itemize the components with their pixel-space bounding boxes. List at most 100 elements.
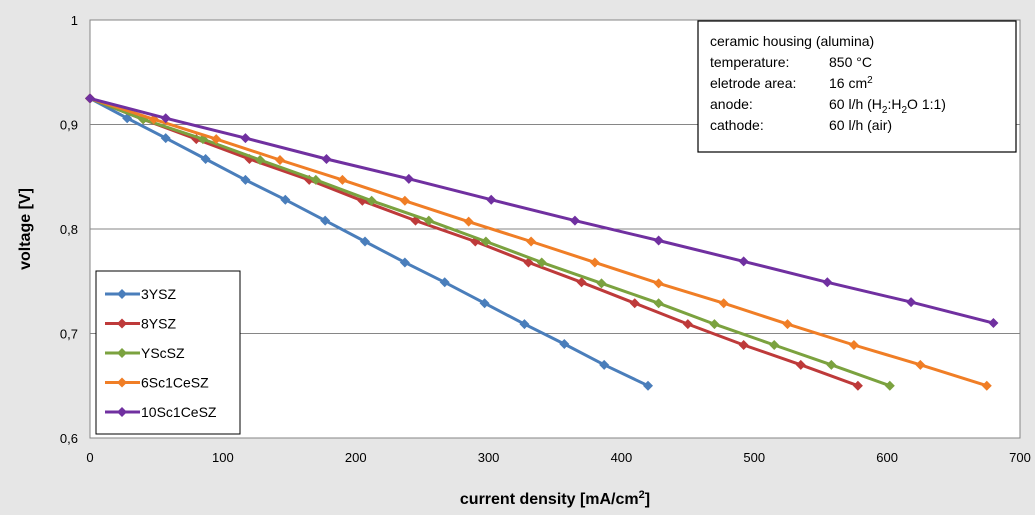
annotation-line-5-label: cathode: — [710, 117, 764, 133]
data-point — [366, 195, 377, 206]
data-point — [337, 174, 348, 185]
y-axis-ticks: 0,6 0,7 0,8 0,9 1 — [60, 13, 78, 446]
data-point — [399, 257, 410, 268]
x-tick-label: 300 — [478, 450, 500, 465]
data-point — [160, 113, 171, 124]
data-point — [653, 235, 664, 246]
area-value: 16 cm — [829, 75, 867, 91]
x-tick-label: 600 — [876, 450, 898, 465]
data-point — [403, 173, 414, 184]
data-point — [884, 380, 895, 391]
anode-sub-1: 2 — [882, 105, 888, 116]
data-point — [423, 215, 434, 226]
y-tick-label: 0,9 — [60, 118, 78, 133]
legend: 3YSZ 8YSZ YScSZ 6Sc1CeSZ 10Sc1CeSZ — [95, 270, 241, 435]
data-point — [653, 298, 664, 309]
legend-swatch-marker — [117, 348, 127, 358]
data-point — [526, 236, 537, 247]
data-point — [160, 133, 171, 144]
anode-value-a: 60 l/h (H — [829, 96, 882, 112]
data-point — [596, 278, 607, 289]
data-point — [274, 155, 285, 166]
data-point — [653, 278, 664, 289]
annotation-line-4-label: anode: — [710, 96, 753, 112]
data-point — [536, 257, 547, 268]
data-point — [795, 359, 806, 370]
data-point — [519, 319, 530, 330]
annotation-line-4-value: 60 l/h (H2:H2O 1:1) — [829, 96, 946, 116]
series-3YSZ — [85, 93, 653, 391]
data-point — [718, 298, 729, 309]
data-point — [480, 236, 491, 247]
data-point — [399, 195, 410, 206]
data-point — [463, 216, 474, 227]
series-6Sc1CeSZ — [85, 93, 992, 391]
x-axis-ticks: 0 100 200 300 400 500 600 700 — [86, 450, 1030, 465]
x-tick-label: 400 — [611, 450, 633, 465]
legend-label: 8YSZ — [141, 316, 176, 332]
data-point — [310, 174, 321, 185]
legend-swatch-marker — [117, 407, 127, 417]
data-point — [255, 155, 266, 166]
anode-value-c: O 1:1) — [907, 96, 946, 112]
data-point — [240, 174, 251, 185]
x-tick-label: 200 — [345, 450, 367, 465]
data-point — [122, 113, 133, 124]
data-point — [852, 380, 863, 391]
x-tick-label: 500 — [743, 450, 765, 465]
data-point — [682, 319, 693, 330]
data-point — [211, 134, 222, 145]
data-point — [915, 359, 926, 370]
legend-label: 6Sc1CeSZ — [141, 375, 209, 391]
x-axis-title-sup: 2 — [639, 489, 645, 501]
data-point — [629, 298, 640, 309]
x-axis-title: current density [mA/cm2] — [460, 489, 650, 508]
x-tick-label: 0 — [86, 450, 93, 465]
data-point — [200, 153, 211, 164]
data-point — [709, 319, 720, 330]
legend-swatch-marker — [117, 377, 127, 388]
data-point — [569, 215, 580, 226]
y-tick-label: 0,8 — [60, 222, 78, 237]
annotation-line-5-value: 60 l/h (air) — [829, 117, 892, 133]
anode-sub-2: 2 — [901, 105, 907, 116]
series-lines — [85, 93, 999, 391]
data-point — [826, 359, 837, 370]
data-point — [576, 277, 587, 288]
data-point — [321, 153, 332, 164]
annotation-line-2-label: temperature: — [710, 54, 789, 70]
data-point — [85, 93, 95, 104]
legend-label: YScSZ — [141, 345, 185, 361]
data-point — [988, 318, 999, 329]
x-axis-title-main: current density [mA/cm — [460, 491, 639, 508]
y-axis-title: voltage [V] — [17, 188, 34, 270]
x-axis-title-end: ] — [645, 491, 650, 508]
data-point — [822, 277, 833, 288]
data-point — [240, 133, 251, 144]
x-tick-label: 100 — [212, 450, 234, 465]
annotation-line-3-value: 16 cm2 — [829, 75, 873, 91]
anode-value-b: :H — [887, 96, 901, 112]
data-point — [486, 194, 497, 205]
y-tick-label: 0,7 — [60, 327, 78, 342]
legend-swatch-marker — [117, 289, 127, 299]
data-point — [439, 277, 450, 288]
annotation-line-2-value: 850 °C — [829, 54, 872, 70]
data-point — [906, 297, 917, 308]
legend-label: 10Sc1CeSZ — [141, 404, 217, 420]
data-point — [782, 319, 793, 330]
data-point — [738, 256, 749, 267]
series-10Sc1CeSZ — [85, 93, 999, 329]
x-tick-label: 700 — [1009, 450, 1031, 465]
plot-border — [89, 19, 1021, 439]
annotation-line-1: ceramic housing (alumina) — [710, 33, 874, 49]
area-sup: 2 — [867, 75, 873, 86]
data-point — [738, 339, 749, 350]
data-point — [479, 298, 490, 309]
data-point — [360, 236, 371, 247]
series-YScSZ — [85, 93, 895, 391]
data-point — [643, 380, 653, 391]
series-line — [89, 96, 994, 325]
legend-swatch-marker — [117, 318, 127, 329]
y-tick-label: 0,6 — [60, 431, 78, 446]
